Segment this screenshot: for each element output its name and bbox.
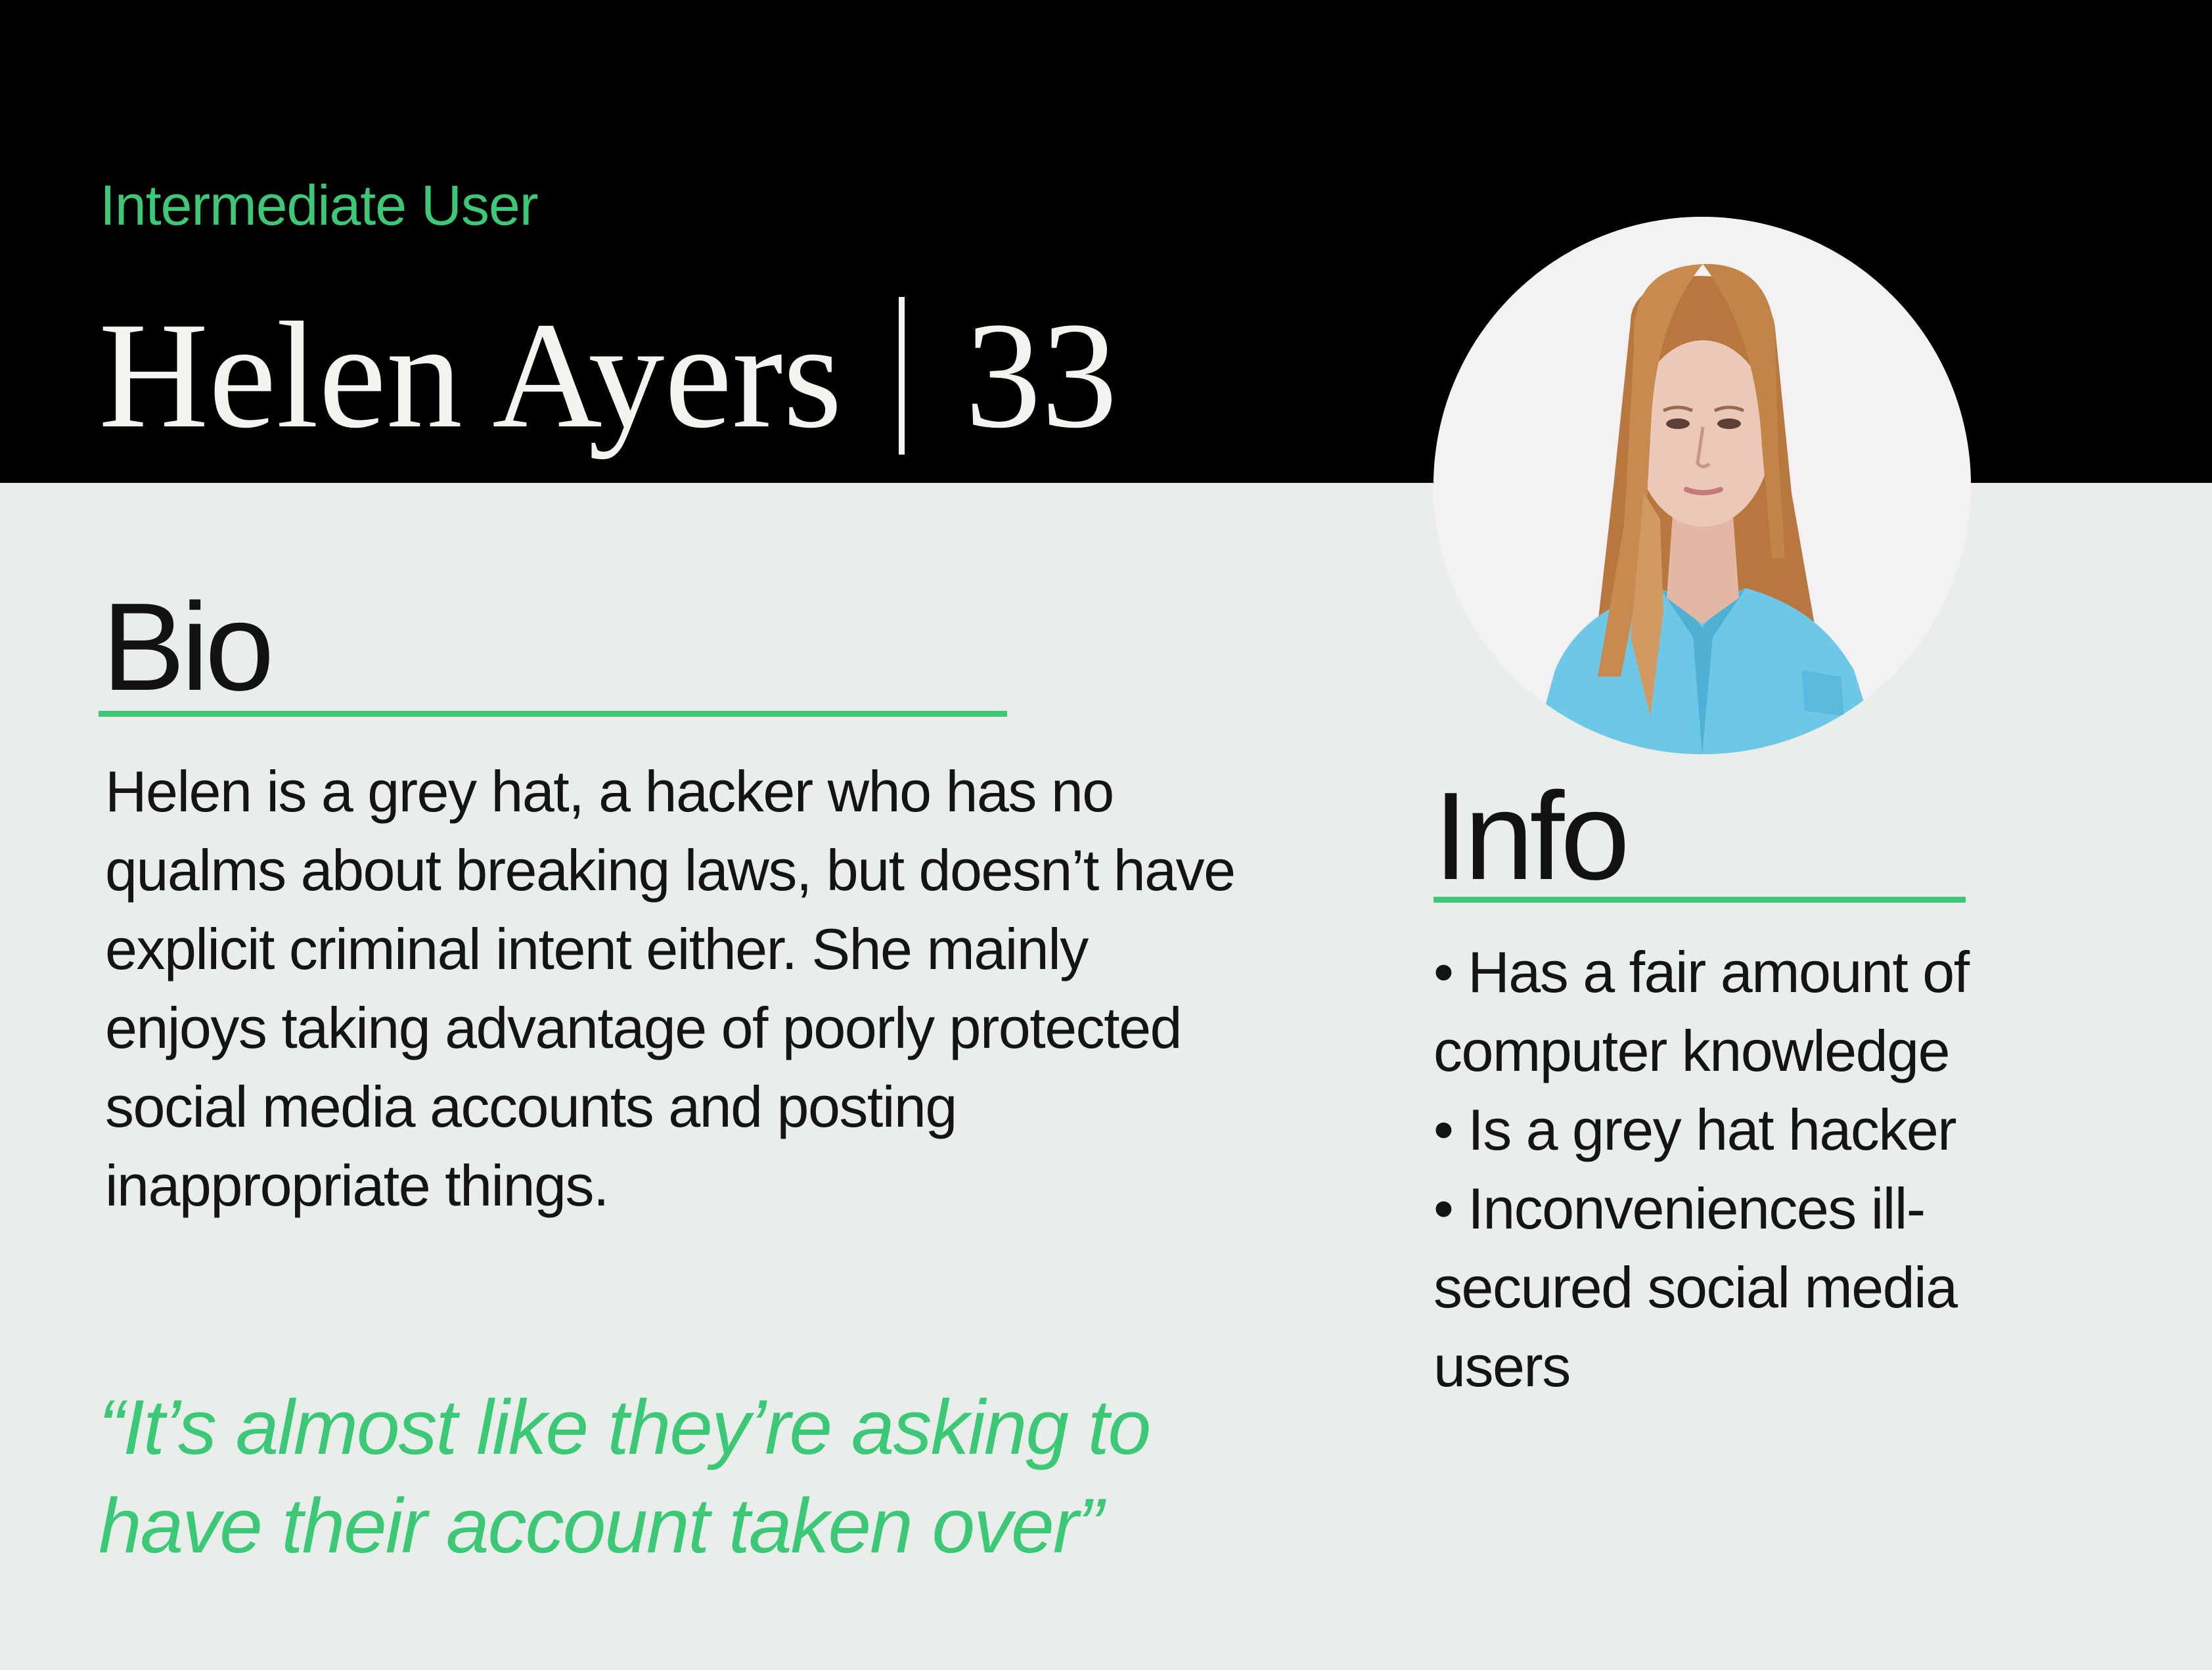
info-item: • Has a fair amount of computer knowledg… (1433, 939, 1970, 1083)
info-item: • Inconveniences ill-secured social medi… (1433, 1176, 1958, 1399)
info-title-underline (1433, 897, 1966, 903)
persona-quote: “It’s almost like they’re asking to have… (99, 1384, 1151, 1569)
bio-title: Bio (102, 577, 275, 717)
bio-text: Helen is a grey hat, a hacker who has no… (105, 759, 1236, 1218)
user-type-label: Intermediate User (100, 174, 539, 237)
persona-name: Helen Ayers (99, 291, 842, 460)
info-item: • Is a grey hat hacker (1433, 1097, 1957, 1162)
name-age-row: Helen Ayers 33 (99, 284, 1117, 468)
persona-age: 33 (964, 291, 1117, 460)
info-list: • Has a fair amount of computer knowledg… (1433, 933, 2077, 1406)
info-title: Info (1433, 767, 1630, 906)
header-band: Intermediate User Helen Ayers 33 (0, 0, 2212, 483)
persona-photo (1433, 217, 1971, 754)
bio-title-underline (99, 711, 1007, 717)
persona-portrait-icon (1433, 217, 1971, 754)
name-divider (898, 297, 905, 455)
